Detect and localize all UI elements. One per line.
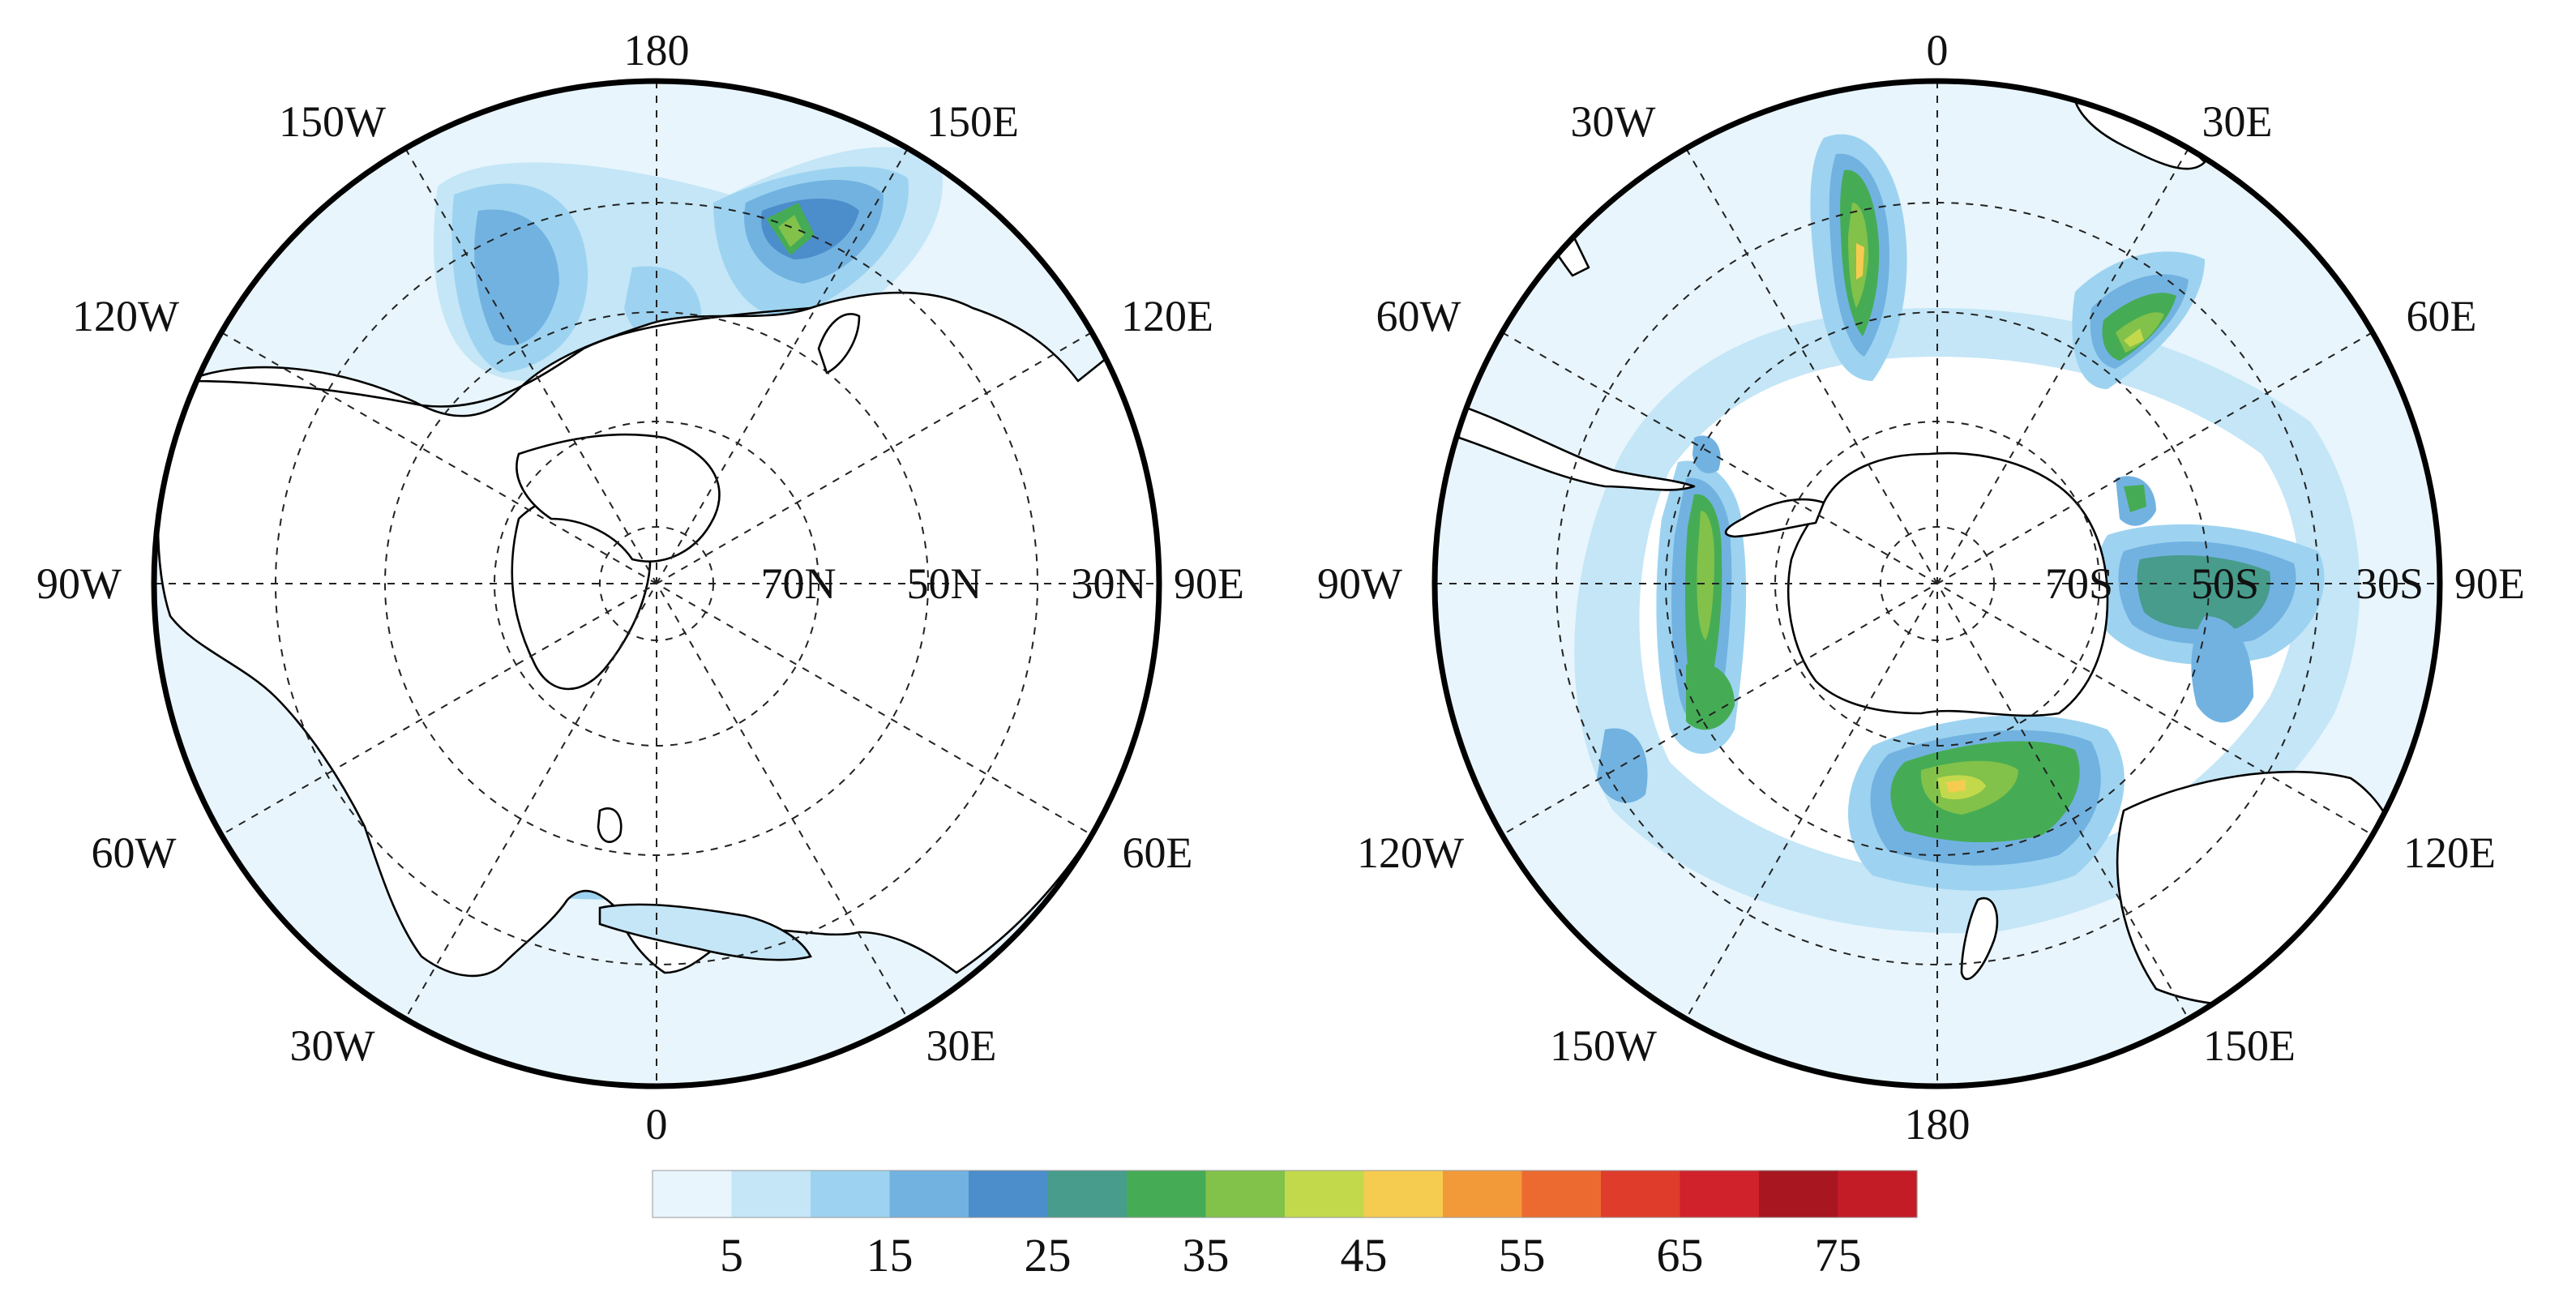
- colorbar-cells: [653, 1170, 1918, 1218]
- nh-lon-right: 90E: [1174, 559, 1244, 608]
- nh-map: 180 0 90W 90E 150W 120W 150E 120E 60W 30…: [36, 26, 1244, 1149]
- sh-lat-70: 70S: [2045, 559, 2113, 608]
- colorbar-cell: [1127, 1170, 1207, 1218]
- sh-map: 0 180 90W 90E 30W 60W 30E 60E 120W 150W …: [1317, 26, 2525, 1149]
- nh-lon-30w: 30W: [290, 1021, 375, 1070]
- nh-lon-120e: 120E: [1121, 292, 1213, 340]
- nh-lon-top: 180: [624, 26, 690, 75]
- nh-lat-50: 50N: [907, 559, 982, 608]
- colorbar-cell: [1838, 1170, 1918, 1218]
- sh-lon-top: 0: [1927, 26, 1949, 75]
- nh-lon-bottom: 0: [646, 1100, 668, 1149]
- nh-lon-left: 90W: [36, 559, 122, 608]
- sh-lon-60w: 60W: [1376, 292, 1461, 340]
- colorbar-tick-label: 55: [1499, 1229, 1546, 1282]
- colorbar-cell: [889, 1170, 969, 1218]
- colorbar-tick-label: 35: [1183, 1229, 1230, 1282]
- sh-lon-120w: 120W: [1357, 828, 1464, 877]
- sh-lon-30w: 30W: [1571, 97, 1656, 146]
- sh-lat-30: 30S: [2356, 559, 2424, 608]
- colorbar-tick-label: 25: [1025, 1229, 1072, 1282]
- nh-lon-150w: 150W: [279, 97, 386, 146]
- colorbar-tick-labels: 5 15 25 35 45 55 65 75: [720, 1229, 1862, 1282]
- colorbar-cell: [1205, 1170, 1286, 1218]
- colorbar: 5 15 25 35 45 55 65 75: [652, 1170, 1918, 1282]
- colorbar-cell: [1521, 1170, 1602, 1218]
- colorbar-cell: [1047, 1170, 1128, 1218]
- nh-lon-150e: 150E: [926, 97, 1019, 146]
- colorbar-tick-label: 45: [1341, 1229, 1388, 1282]
- sh-lon-30e: 30E: [2202, 97, 2273, 146]
- colorbar-cell: [811, 1170, 891, 1218]
- colorbar-cell: [969, 1170, 1049, 1218]
- colorbar-cell: [1680, 1170, 1760, 1218]
- colorbar-cell: [1363, 1170, 1444, 1218]
- sh-lon-150e: 150E: [2203, 1021, 2296, 1070]
- nh-lon-120w: 120W: [72, 292, 179, 340]
- colorbar-tick-label: 5: [720, 1229, 743, 1282]
- nh-lat-30: 30N: [1072, 559, 1147, 608]
- sh-lon-120e: 120E: [2403, 828, 2496, 877]
- colorbar-tick-label: 65: [1657, 1229, 1704, 1282]
- colorbar-cell: [653, 1170, 733, 1218]
- colorbar-tick-label: 75: [1815, 1229, 1862, 1282]
- sh-lon-right: 90E: [2454, 559, 2525, 608]
- colorbar-cell: [1759, 1170, 1839, 1218]
- sh-meridians: [1435, 81, 2440, 1086]
- colorbar-tick-label: 15: [867, 1229, 914, 1282]
- colorbar-cell: [731, 1170, 811, 1218]
- colorbar-cell: [1443, 1170, 1523, 1218]
- sh-lat-50: 50S: [2191, 559, 2259, 608]
- nh-lon-60e: 60E: [1123, 828, 1193, 877]
- nh-lat-70: 70N: [761, 559, 837, 608]
- colorbar-cell: [1601, 1170, 1681, 1218]
- nh-meridians: [154, 81, 1159, 1086]
- nh-lon-60w: 60W: [92, 828, 177, 877]
- sh-lon-bottom: 180: [1905, 1100, 1971, 1149]
- sh-lon-60e: 60E: [2407, 292, 2477, 340]
- colorbar-cell: [1285, 1170, 1365, 1218]
- nh-lon-30e: 30E: [926, 1021, 997, 1070]
- sh-lon-150w: 150W: [1550, 1021, 1657, 1070]
- sh-lon-left: 90W: [1317, 559, 1402, 608]
